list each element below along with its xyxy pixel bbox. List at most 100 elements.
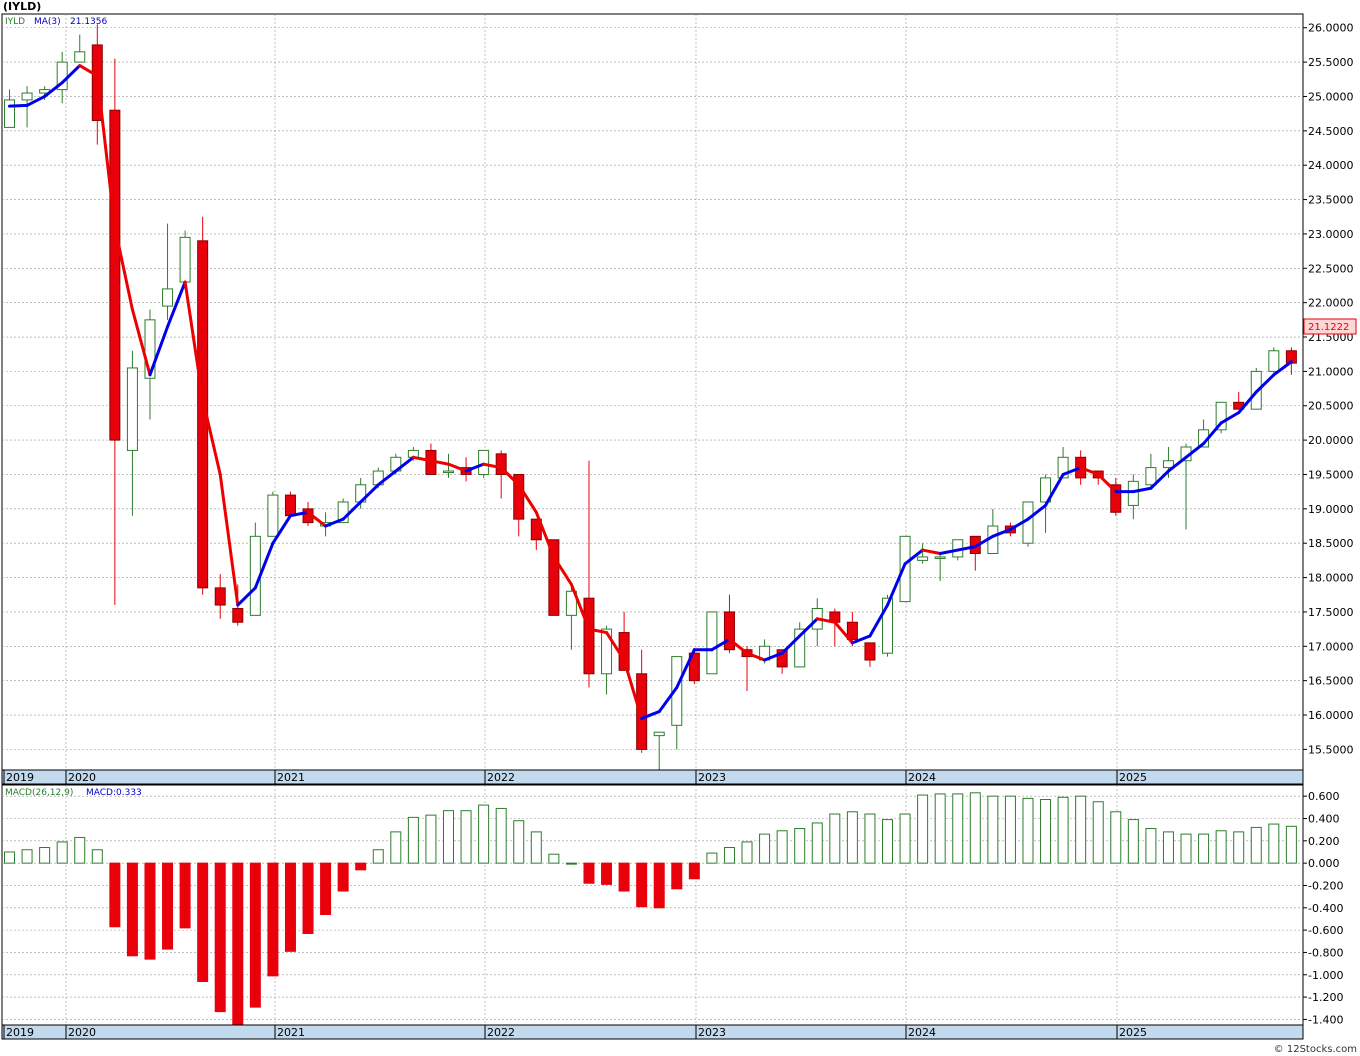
price-x-tick-label: 2024	[908, 771, 936, 784]
price-gridlines	[2, 14, 1303, 770]
macd-bar-positive	[4, 851, 15, 864]
macd-y-tick-label: -0.800	[1308, 946, 1343, 959]
macd-bar-positive	[759, 833, 771, 864]
candle-body-down	[548, 539, 560, 616]
candle-body-down	[583, 597, 595, 675]
macd-bar-positive	[443, 810, 454, 864]
ma3-segment	[675, 648, 696, 690]
ma3-segment	[1131, 486, 1153, 494]
candle-body-up	[565, 590, 577, 616]
macd-bar-positive	[530, 831, 542, 864]
price-y-tick-label: 23.5000	[1308, 194, 1354, 207]
candle-body-up	[934, 556, 946, 559]
macd-bar-negative	[302, 862, 314, 934]
macd-bar-positive	[425, 814, 437, 864]
macd-bar-positive	[794, 828, 806, 864]
candle-body-down	[109, 109, 121, 441]
macd-bar-negative	[197, 862, 209, 982]
ma3-segment	[1079, 466, 1100, 476]
macd-bar-positive	[1285, 825, 1297, 864]
macd-bar-negative	[601, 862, 613, 885]
ma3-segment	[341, 500, 363, 521]
macd-bar-positive	[1040, 799, 1052, 864]
macd-bar-negative	[267, 862, 279, 977]
macd-bar-negative	[653, 862, 665, 909]
macd-bar-positive	[39, 847, 51, 864]
candle-body-up	[144, 319, 156, 379]
macd-bar-positive	[846, 811, 858, 864]
ma3-segment	[973, 534, 995, 549]
macd-y-tick-label: 0.400	[1308, 812, 1340, 825]
macd-bar-positive	[1215, 830, 1227, 864]
ma3-segment	[850, 634, 872, 645]
ma3-segment	[78, 64, 99, 78]
ma3-segment	[447, 462, 468, 473]
ma3-segment	[253, 541, 275, 590]
price-y-tick-label: 16.5000	[1308, 675, 1354, 688]
macd-bar-positive	[407, 816, 419, 864]
macd-bar-positive	[1145, 828, 1157, 864]
candle-body-down	[513, 473, 525, 520]
macd-bar-positive	[987, 795, 999, 864]
candle-body-down	[776, 649, 788, 668]
ma3-segment	[271, 514, 292, 545]
ma3-segment	[798, 617, 819, 638]
ma3-segment	[113, 225, 134, 312]
ma3-segment	[60, 64, 82, 85]
macd-x-tick-label: 2020	[68, 1026, 96, 1039]
macd-y-tick-label: 0.200	[1308, 835, 1340, 848]
ma3-segment	[1272, 360, 1293, 377]
legend-macd-value: MACD:0.333	[86, 788, 142, 798]
ma3-segment	[324, 517, 345, 528]
macd-bar-negative	[671, 862, 683, 890]
ma3-segment	[25, 94, 47, 107]
ma3-segment	[183, 280, 205, 401]
candle-body-down	[530, 518, 542, 541]
price-x-tick-label: 2019	[6, 771, 34, 784]
ma3-segment	[657, 686, 679, 714]
candle-body-up	[267, 494, 279, 537]
ma3-segment	[710, 637, 731, 652]
candlestick-series	[4, 24, 1297, 770]
candle-body-down	[284, 494, 296, 517]
macd-bar-positive	[811, 822, 823, 864]
last-price-value: 21.1222	[1308, 322, 1349, 333]
ma3-segment	[359, 483, 380, 504]
macd-x-tick-label: 2021	[277, 1026, 305, 1039]
macd-bar-positive	[1162, 831, 1174, 864]
ma3-segment	[1149, 469, 1170, 490]
macd-x-axis-labels: 2019 2020 2021 2022 2023 2024 2025	[3, 1025, 1147, 1039]
macd-bar-positive	[74, 836, 86, 864]
ma3-segment	[921, 548, 942, 556]
macd-bar-positive	[1268, 823, 1280, 864]
ma3-segment	[306, 510, 328, 528]
candle-body-down	[232, 607, 244, 623]
macd-bar-positive	[969, 792, 981, 864]
candle-body-up	[1162, 460, 1174, 469]
candle-body-up	[4, 99, 15, 128]
macd-bar-positive	[1110, 811, 1122, 864]
ma3-segment	[201, 397, 222, 476]
price-y-tick-label: 16.0000	[1308, 709, 1354, 722]
ma3-segment	[569, 582, 591, 631]
macd-bar-negative	[214, 862, 226, 1013]
price-y-tick-label: 18.0000	[1308, 572, 1354, 585]
price-x-axis-labels: 2019 2020 2021 2022 2023 2024 2025	[3, 770, 1147, 784]
ma3-segment	[1026, 503, 1048, 521]
ma3-segment	[411, 455, 433, 463]
macd-y-tick-label: -0.400	[1308, 902, 1343, 915]
price-y-tick-label: 23.0000	[1308, 228, 1354, 241]
candle-body-up	[1040, 477, 1052, 503]
macd-bar-positive	[478, 804, 490, 864]
macd-bar-positive	[495, 807, 507, 864]
macd-histogram	[4, 792, 1297, 1026]
candle-body-up	[706, 611, 718, 675]
ma3-segment	[1237, 390, 1258, 415]
macd-bar-positive	[372, 849, 384, 864]
candle-body-down	[636, 673, 648, 750]
price-y-tick-label: 20.0000	[1308, 434, 1354, 447]
ma3-segment	[236, 586, 257, 607]
copyright-text: © 12Stocks.com	[1274, 1044, 1357, 1055]
macd-bar-positive	[390, 831, 402, 864]
candle-body-down	[214, 587, 226, 606]
